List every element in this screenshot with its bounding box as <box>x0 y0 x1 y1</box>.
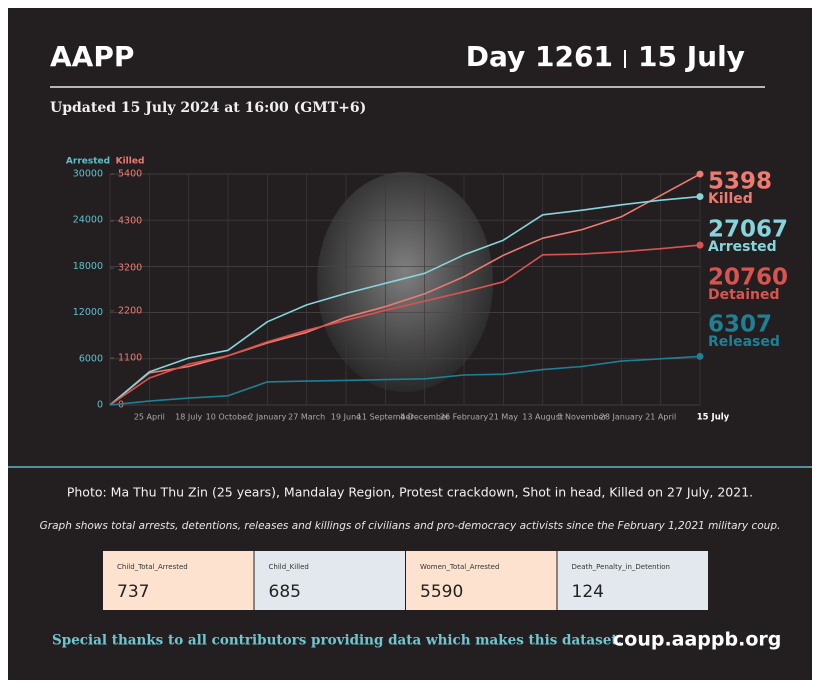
legend-label: Killed <box>708 191 753 207</box>
x-tick-label: 21 April <box>645 413 676 422</box>
stat-card <box>103 551 254 610</box>
y-tick-label: 24000 <box>73 215 103 226</box>
x-tick-label: 28 January <box>600 413 643 422</box>
y2-tick-label: 3200 <box>118 263 142 274</box>
stat-label: Child_Killed <box>269 563 309 571</box>
note: Graph shows total arrests, detentions, r… <box>40 520 781 532</box>
end-value: 27067 <box>708 217 788 243</box>
end-dot <box>696 241 704 249</box>
x-tick-label: 13 August <box>522 413 563 422</box>
x-tick-label: 19 June <box>331 413 361 422</box>
photo <box>317 172 493 392</box>
x-tick-label: 5 November <box>557 413 607 422</box>
y-tick-label: 30000 <box>73 169 103 180</box>
y-tick-label: 6000 <box>79 353 103 364</box>
stat-card <box>406 551 557 610</box>
stat-label: Death_Penalty_in_Detention <box>572 563 670 571</box>
y-axis-title: Arrested <box>66 157 110 167</box>
y-tick-label: 0 <box>97 400 103 411</box>
y2-tick-label: 2200 <box>118 305 142 316</box>
series-line <box>109 244 701 406</box>
x-tick-label: 18 July <box>175 413 202 422</box>
x-tick-label: 10 October <box>206 413 251 422</box>
y2-axis-title: Killed <box>116 157 145 167</box>
y-tick-label: 12000 <box>73 307 103 318</box>
x-tick-label: 2 January <box>248 413 286 422</box>
day: Day 1261 <box>466 40 613 73</box>
y2-tick-label: 1100 <box>118 352 142 363</box>
stat-label: Child_Total_Arrested <box>117 563 188 571</box>
stats: Child_Total_Arrested 737 Child_Killed 685 Wo… <box>103 551 708 610</box>
end-value: 20760 <box>708 265 788 291</box>
stat-card <box>557 551 708 610</box>
series-line <box>109 355 701 406</box>
x-tick-label: 11 September <box>357 413 415 422</box>
end-dot <box>696 170 704 178</box>
x-tick-label: 15 July <box>697 413 730 423</box>
thanks: Special thanks to all contributors provi… <box>52 633 622 649</box>
brand: AAPP <box>50 40 134 73</box>
series-line <box>109 173 701 406</box>
end-value: 6307 <box>708 312 772 338</box>
stat-value: 124 <box>572 582 604 602</box>
caption: Photo: Ma Thu Thu Zin (25 years), Mandal… <box>67 485 753 500</box>
y2-tick-label: 4300 <box>118 216 142 227</box>
legend-label: Released <box>708 334 780 350</box>
end-dot <box>696 193 704 201</box>
end-dot <box>696 352 704 360</box>
x-tick-label: 25 April <box>134 413 165 422</box>
x-tick-label: 27 March <box>288 413 325 422</box>
date: 15 July <box>638 40 745 73</box>
stat-value: 685 <box>269 582 301 602</box>
series-line <box>109 195 701 406</box>
stat-card <box>254 551 405 610</box>
subtitle: Updated 15 July 2024 at 16:00 (GMT+6) <box>50 100 366 116</box>
end-value: 5398 <box>708 169 772 195</box>
y2-tick-label: 0 <box>118 400 124 411</box>
x-tick-label: 21 May <box>489 413 519 422</box>
legend-label: Detained <box>708 287 780 303</box>
url: coup.aappb.org <box>613 629 781 651</box>
chart: Arrested Killed 0 6000 12000 18000 24000 30000 0… <box>66 157 788 423</box>
stat-value: 737 <box>117 582 149 602</box>
y2-tick-label: 5400 <box>118 169 142 180</box>
stat-value: 5590 <box>420 582 463 602</box>
x-tick-label: 26 February <box>440 413 488 422</box>
legend-label: Arrested <box>708 239 777 255</box>
y-tick-label: 18000 <box>73 261 103 272</box>
x-tick-label: 4 December <box>400 413 450 422</box>
stat-label: Women_Total_Arrested <box>420 563 499 571</box>
